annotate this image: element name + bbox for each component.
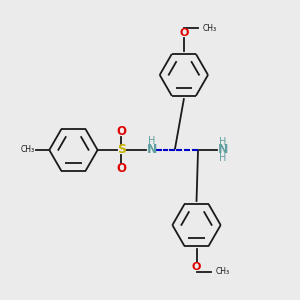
Text: H: H xyxy=(148,136,156,146)
Text: N: N xyxy=(218,143,228,157)
Text: O: O xyxy=(116,125,126,138)
Text: O: O xyxy=(179,28,188,38)
Text: S: S xyxy=(117,143,126,157)
Text: CH₃: CH₃ xyxy=(203,24,217,33)
Text: CH₃: CH₃ xyxy=(216,267,230,276)
Text: CH₃: CH₃ xyxy=(20,146,34,154)
Text: O: O xyxy=(192,262,201,272)
Text: O: O xyxy=(116,162,126,175)
Text: H: H xyxy=(219,137,227,147)
Text: N: N xyxy=(147,143,157,157)
Text: H: H xyxy=(219,153,227,163)
